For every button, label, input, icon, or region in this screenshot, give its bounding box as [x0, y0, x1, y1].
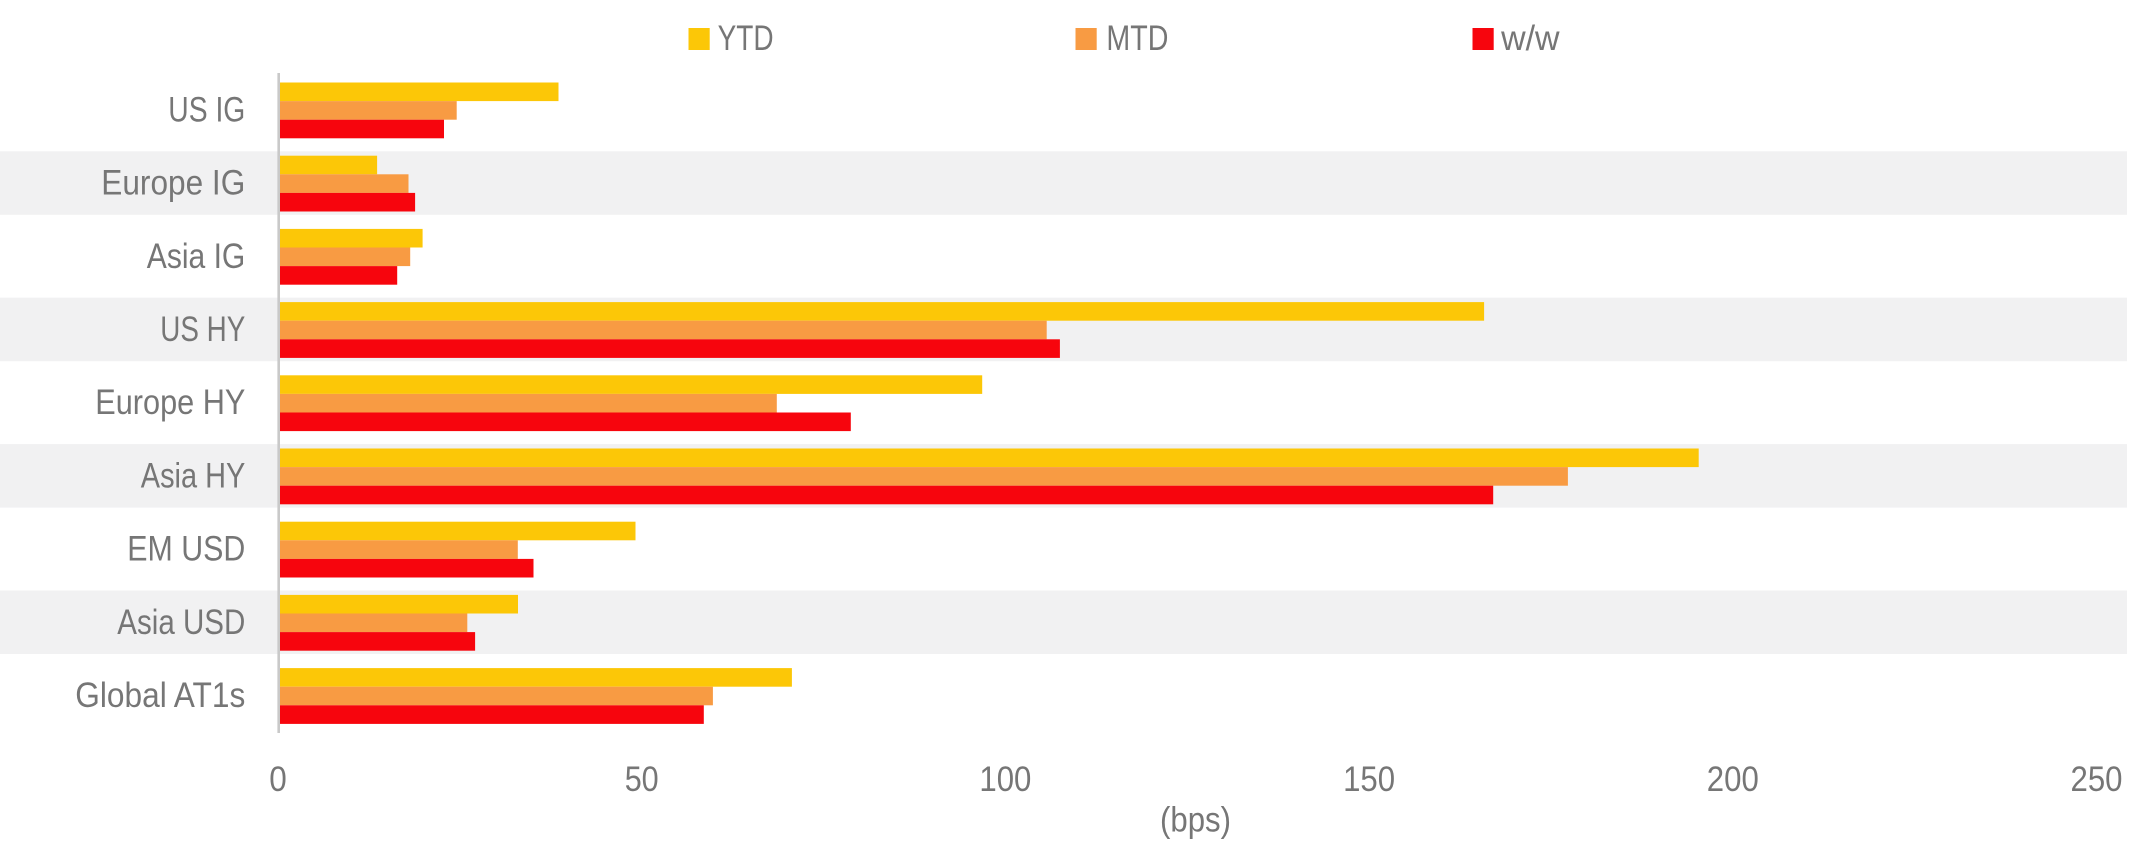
svg-text:150: 150: [1343, 760, 1395, 799]
svg-text:(bps): (bps): [1160, 801, 1231, 840]
svg-text:EM USD: EM USD: [127, 530, 245, 569]
svg-text:w/w: w/w: [1500, 19, 1560, 58]
svg-text:YTD: YTD: [718, 19, 774, 58]
svg-text:Europe HY: Europe HY: [95, 383, 245, 422]
svg-text:250: 250: [2071, 760, 2123, 799]
svg-text:0: 0: [269, 760, 287, 799]
svg-text:Asia IG: Asia IG: [147, 237, 246, 276]
svg-text:US HY: US HY: [160, 310, 245, 349]
svg-text:50: 50: [625, 760, 659, 799]
svg-text:US IG: US IG: [168, 90, 245, 129]
svg-text:Asia HY: Asia HY: [141, 456, 246, 495]
svg-text:Europe IG: Europe IG: [101, 164, 245, 203]
svg-text:MTD: MTD: [1106, 19, 1168, 58]
svg-text:100: 100: [979, 760, 1031, 799]
svg-text:Global AT1s: Global AT1s: [75, 676, 245, 715]
svg-text:200: 200: [1707, 760, 1759, 799]
svg-text:Asia USD: Asia USD: [117, 603, 245, 642]
